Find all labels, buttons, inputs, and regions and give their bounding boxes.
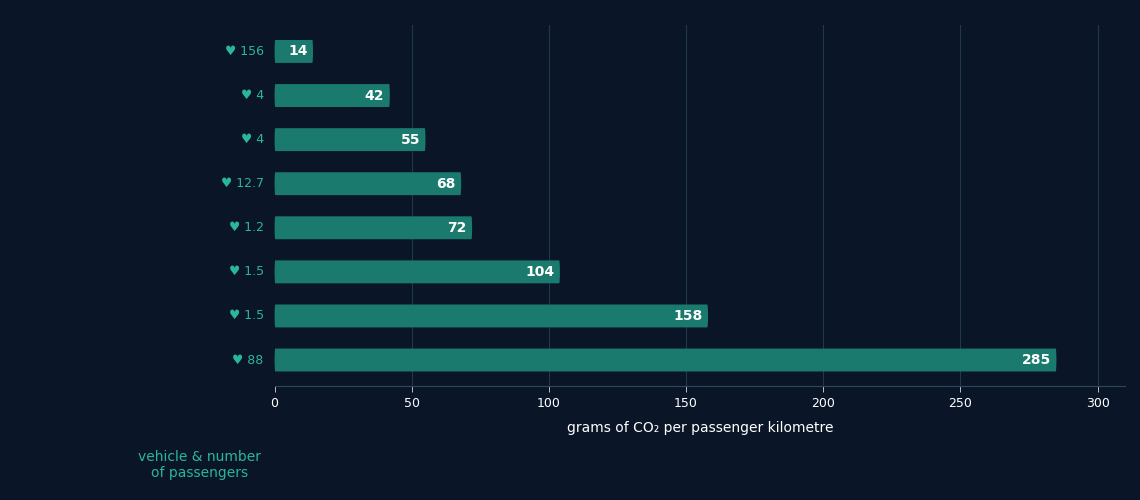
Text: 14: 14 [288,44,308,59]
FancyBboxPatch shape [275,84,390,107]
X-axis label: grams of CO₂ per passenger kilometre: grams of CO₂ per passenger kilometre [567,421,833,435]
Text: vehicle & number
of passengers: vehicle & number of passengers [138,450,261,480]
Text: 158: 158 [674,309,702,323]
Text: 104: 104 [526,265,554,279]
Text: ♥ 4: ♥ 4 [241,133,263,146]
Text: ♥ 1.5: ♥ 1.5 [228,266,263,278]
Text: ♥ 156: ♥ 156 [225,45,263,58]
Text: ♥ 1.5: ♥ 1.5 [228,310,263,322]
FancyBboxPatch shape [275,260,560,283]
Text: ♥ 4: ♥ 4 [241,89,263,102]
Text: 68: 68 [437,176,456,190]
FancyBboxPatch shape [275,348,1057,372]
Text: 285: 285 [1021,353,1051,367]
Text: ♥ 12.7: ♥ 12.7 [221,177,263,190]
Text: 42: 42 [365,88,384,102]
Text: ♥ 1.2: ♥ 1.2 [229,222,263,234]
Text: ♥ 88: ♥ 88 [233,354,263,366]
Text: 72: 72 [447,221,466,235]
FancyBboxPatch shape [275,40,314,63]
Text: 55: 55 [400,132,420,146]
FancyBboxPatch shape [275,216,472,239]
FancyBboxPatch shape [275,172,462,195]
FancyBboxPatch shape [275,128,425,151]
FancyBboxPatch shape [275,304,708,328]
